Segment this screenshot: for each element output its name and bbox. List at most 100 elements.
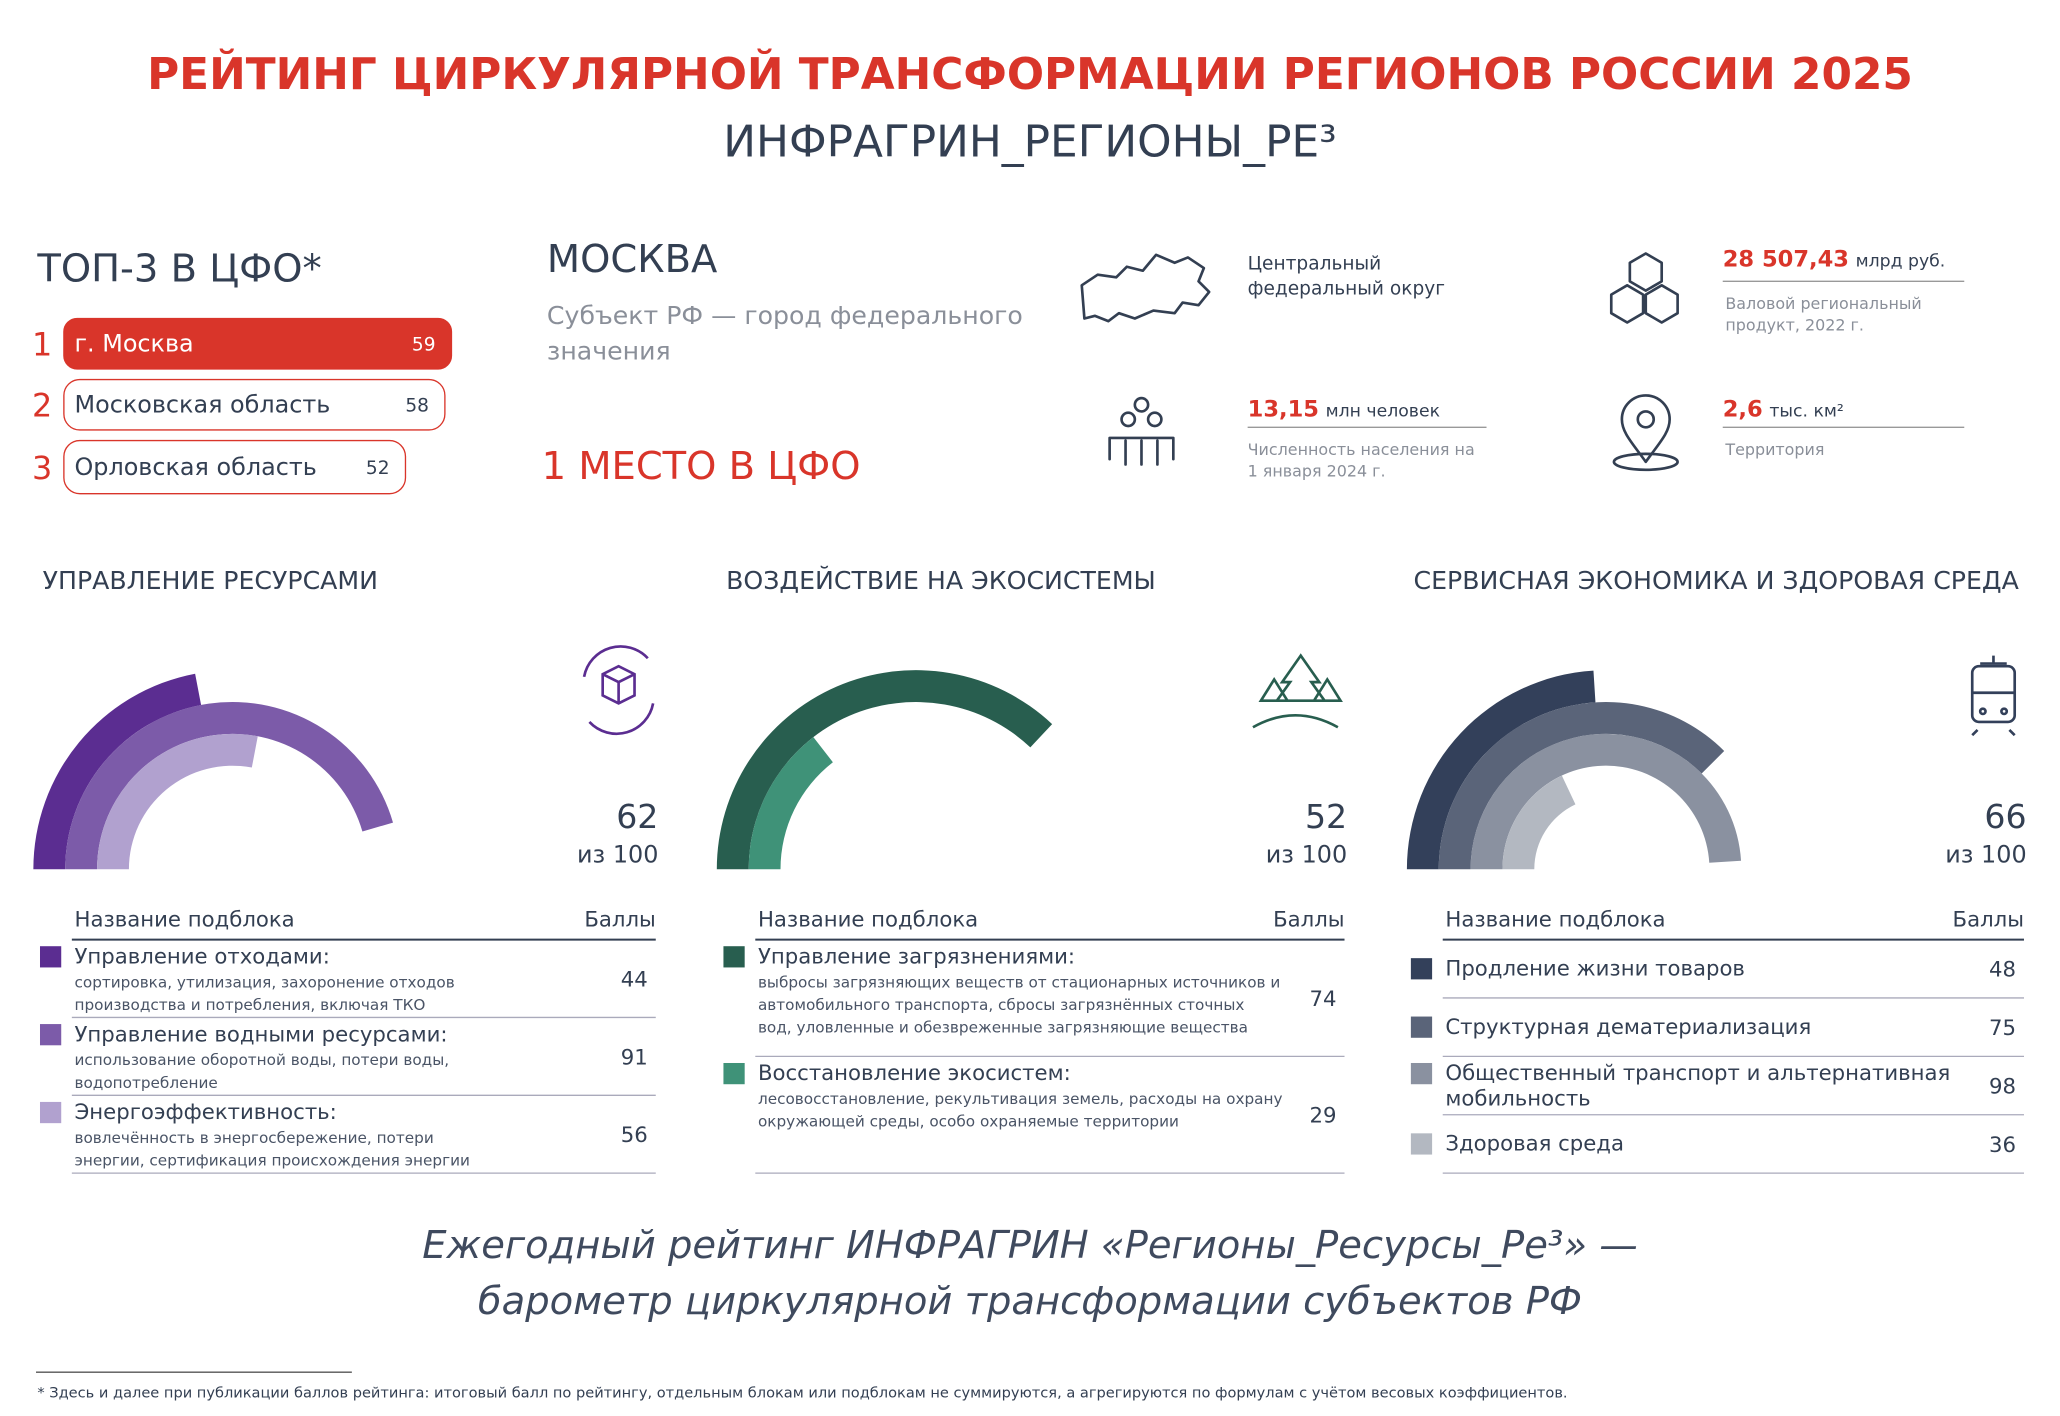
row-name: Здоровая среда [1445,1132,1624,1157]
legend-swatch [723,946,745,968]
row-score: 74 [1310,987,1337,1012]
row-name: Управление отходами: [74,944,329,969]
row-name: мобильность [1445,1086,1590,1111]
row-score: 98 [1989,1075,2016,1100]
district-label: Центральный [1248,253,1382,274]
territory-label: Территория [1724,440,1824,459]
region-place: 1 МЕСТО В ЦФО [542,444,861,489]
gdp-label: Валовой региональный [1725,294,1921,313]
region-status: значения [547,337,671,366]
arc [716,670,1053,870]
arc [1438,702,1725,870]
rank: 2 [32,387,52,425]
row-name: Общественный транспорт и альтернативная [1445,1061,1950,1086]
map-icon [1080,253,1211,323]
title: РЕЙТИНГ ЦИРКУЛЯРНОЙ ТРАНСФОРМАЦИИ РЕГИОН… [147,47,1913,100]
column-header: Название подблока [758,907,978,932]
arc [1470,733,1742,870]
arc [33,673,202,870]
population-value: 13,15 [1248,397,1319,423]
row-score: 56 [621,1123,648,1148]
row-description: окружающей среды, особо охраняемые терри… [758,1113,1179,1131]
territory: 2,6 тыс. км² [1723,397,1844,423]
legend-swatch [1410,958,1433,980]
district-label: федеральный округ [1248,279,1445,300]
column-header: Баллы [1273,907,1344,932]
row-score: 91 [621,1045,648,1070]
arc [1502,775,1576,870]
column-header: Баллы [1953,907,2024,932]
block-score: 66 [1984,797,2026,836]
row-name: Восстановление экосистем: [758,1061,1071,1086]
row-description: производства и потребления, включая ТКО [74,996,425,1014]
row-name: Структурная дематериализация [1445,1015,1811,1040]
rank-score: 59 [412,334,436,355]
row-name: Управление загрязнениями: [758,944,1075,969]
region-status: Субъект РФ — город федерального [547,301,1023,330]
arc [1406,670,1596,870]
legend-swatch [723,1062,745,1085]
row-score: 48 [1989,958,2016,983]
row-description: энергии, сертификация происхождения энер… [74,1152,469,1170]
pin-icon [1612,394,1679,472]
row-description: лесовосстановление, рекультивация земель… [758,1090,1283,1108]
block-score-caption: из 100 [577,841,658,869]
block-score: 52 [1305,797,1347,836]
rank: 3 [32,449,52,487]
rank-bar [63,378,446,431]
territory-value: 2,6 [1723,397,1763,423]
row-score: 29 [1310,1104,1337,1129]
gdp-unit: млрд руб. [1856,252,1946,272]
legend-swatch [1410,1133,1433,1155]
rank: 1 [32,326,52,364]
people-icon [1108,396,1175,466]
region-name: МОСКВА [547,237,717,282]
row-description: использование оборотной воды, потери вод… [74,1051,449,1069]
population-label: Численность населения на [1248,440,1475,459]
block-score-caption: из 100 [1945,841,2026,869]
legend-swatch [1410,1062,1433,1085]
column-header: Баллы [584,907,655,932]
gdp-label: продукт, 2022 г. [1725,315,1864,334]
cubes-icon [1609,252,1679,324]
population: 13,15 млн человек [1248,397,1440,423]
block-title: ВОЗДЕЙСТВИЕ НА ЭКОСИСТЕМЫ [726,566,1156,595]
column-header: Название подблока [1445,907,1665,932]
gdp: 28 507,43 млрд руб. [1723,247,1946,273]
arc [65,702,393,870]
rank-name: Московская область [74,391,330,419]
row-description: вод, уловленные и обезвреженные загрязня… [758,1018,1248,1036]
population-unit: млн человек [1326,402,1440,422]
recycle-icon [582,645,655,736]
block-title: УПРАВЛЕНИЕ РЕСУРСАМИ [43,566,378,595]
footnote: * Здесь и далее при публикации баллов ре… [37,1384,1567,1401]
rank-name: г. Москва [74,330,193,358]
rank-score: 58 [405,395,429,416]
block-score: 62 [616,797,658,836]
row-score: 36 [1989,1133,2016,1158]
footer: Ежегодный рейтинг ИНФРАГРИН «Регионы_Рес… [422,1223,1638,1268]
arc [97,733,258,870]
block-title: СЕРВИСНАЯ ЭКОНОМИКА И ЗДОРОВАЯ СРЕДА [1414,566,2020,595]
block-score-caption: из 100 [1266,841,1347,869]
legend-swatch [39,1101,62,1124]
tram-icon [1970,655,2017,737]
row-description: сортировка, утилизация, захоронение отхо… [74,973,454,991]
footer: барометр циркулярной трансформации субъе… [478,1279,1582,1324]
row-name: Управление водными ресурсами: [74,1022,447,1047]
row-description: вовлечённость в энергосбережение, потери [74,1129,433,1147]
column-header: Название подблока [74,907,294,932]
legend-swatch [39,1024,62,1046]
row-name: Энергоэффективность: [74,1100,336,1125]
row-score: 75 [1989,1016,2016,1041]
subtitle: ИНФРАГРИН_РЕГИОНЫ_РЕ³ [723,117,1336,168]
row-description: автомобильного транспорта, сбросы загряз… [758,996,1244,1014]
forest-icon [1252,653,1343,729]
rank-score: 52 [366,458,390,479]
rank-bar [63,317,453,370]
row-name: Продление жизни товаров [1445,956,1745,981]
gdp-value: 28 507,43 [1723,247,1849,273]
row-description: выбросы загрязняющих веществ от стациона… [758,973,1280,991]
